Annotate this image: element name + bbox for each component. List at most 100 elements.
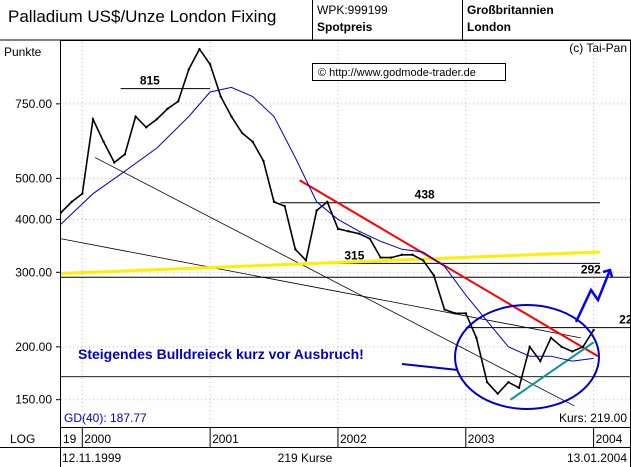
- level-label-438: 438: [415, 188, 435, 202]
- price-point: [155, 117, 159, 121]
- y-tick-label: 500.00: [15, 171, 52, 185]
- price-point: [294, 248, 297, 251]
- price-point: [336, 227, 340, 231]
- moving-average-line: [60, 86, 594, 362]
- price-point: [528, 345, 531, 349]
- annotation-pointer: [401, 363, 459, 371]
- price-point: [262, 159, 265, 163]
- start-date-label: 12.11.1999: [62, 451, 121, 465]
- y-axis-title: Punkte: [4, 45, 42, 59]
- price-point: [464, 312, 467, 315]
- x-tick-label: 2000: [84, 432, 111, 446]
- trend-overlays: [60, 88, 630, 407]
- website-box: [312, 63, 506, 81]
- y-axis-labels: 750.00 500.00 400.00 300.00 200.00 150.00: [15, 97, 52, 407]
- price-point: [571, 350, 574, 353]
- price-point: [272, 200, 276, 204]
- price-point: [113, 161, 116, 164]
- yellow-trendline: [60, 250, 601, 276]
- breakout-arrowhead: [602, 268, 614, 278]
- country-label: Großbritannien: [467, 3, 554, 17]
- x-tick-label: 2003: [468, 432, 495, 446]
- price-point: [219, 95, 222, 98]
- y-tick-label: 400.00: [15, 212, 52, 226]
- price-point: [539, 359, 542, 363]
- price-point: [411, 253, 414, 256]
- plot-frame: [60, 40, 631, 428]
- price-point: [166, 107, 169, 111]
- level-label-815: 815: [140, 74, 160, 88]
- price-point: [549, 336, 553, 340]
- y-tick-label: 750.00: [15, 97, 52, 111]
- triangle-support-line: [509, 341, 595, 401]
- y-tick-label: 200.00: [15, 340, 52, 354]
- price-point: [59, 211, 63, 214]
- price-point: [400, 253, 404, 256]
- y-tick-label: 150.00: [15, 393, 52, 407]
- price-point: [187, 68, 191, 71]
- grid: [56, 42, 630, 447]
- price-point: [123, 153, 127, 156]
- price-point: [145, 126, 148, 129]
- level-label-315: 315: [344, 248, 364, 262]
- price-point: [453, 312, 457, 315]
- price-point: [560, 345, 563, 349]
- breakout-projection-arrow: [574, 269, 612, 323]
- price-point: [581, 345, 585, 349]
- price-point: [102, 140, 105, 144]
- trendline-long-1: [94, 157, 575, 407]
- price-point: [592, 328, 595, 332]
- price-line: [60, 47, 595, 395]
- copyright-label: (c) Tai-Pan: [569, 41, 627, 55]
- price-point: [230, 115, 233, 118]
- price-point: [432, 274, 436, 277]
- x-axis-labels: 19 2000 2001 2002 2003 2004: [63, 432, 623, 446]
- price-point: [517, 386, 521, 390]
- x-tick-label: 2002: [340, 432, 367, 446]
- price-point: [485, 380, 489, 384]
- wpk-label: WPK:999199: [317, 3, 388, 17]
- price-point: [91, 117, 95, 121]
- count-label: 219 Kurse: [278, 451, 333, 465]
- price-point: [347, 230, 350, 233]
- price-point: [326, 200, 329, 204]
- price-point: [443, 308, 446, 311]
- price-point: [240, 131, 244, 135]
- price-point: [507, 380, 510, 384]
- price-point: [475, 336, 478, 340]
- price-point: [134, 115, 137, 118]
- x-tick-label: 19: [63, 432, 77, 446]
- price-point: [283, 204, 286, 208]
- price-point: [421, 259, 425, 262]
- price-point: [390, 256, 393, 259]
- market-info: Großbritannien London: [463, 0, 631, 40]
- city-label: London: [467, 20, 511, 34]
- price-point: [70, 200, 73, 204]
- price-point: [208, 63, 212, 66]
- last-price-label: Kurs: 219.00: [559, 411, 627, 425]
- website-label: © http://www.godmode-trader.de: [318, 67, 476, 79]
- chart-title: Palladium US$/Unze London Fixing: [0, 0, 313, 40]
- trendline-long-2: [60, 238, 581, 339]
- price-point: [251, 140, 254, 144]
- x-tick-label: 2004: [596, 432, 623, 446]
- price-series: [59, 47, 595, 395]
- end-date-label: 13.01.2004: [567, 451, 627, 465]
- x-tick-label: 2001: [212, 432, 239, 446]
- triangle-highlight-ellipse: [454, 304, 600, 410]
- price-point: [176, 100, 180, 103]
- level-label-222: 222: [619, 313, 631, 327]
- annotation-text: Steigendes Bulldreieck kurz vor Ausbruch…: [78, 346, 364, 362]
- y-tick-label: 300.00: [15, 265, 52, 279]
- level-label-292: 292: [581, 262, 601, 276]
- price-point: [358, 232, 361, 235]
- red-resistance-trendline: [299, 179, 599, 358]
- quote-type-label: Spotpreis: [317, 20, 373, 34]
- level-labels: 815 438 315 292 222: [140, 74, 631, 327]
- price-point: [81, 192, 84, 195]
- price-point: [198, 47, 201, 51]
- scale-mode-label: LOG: [10, 432, 35, 446]
- instrument-info: WPK:999199 Spotpreis: [313, 0, 463, 40]
